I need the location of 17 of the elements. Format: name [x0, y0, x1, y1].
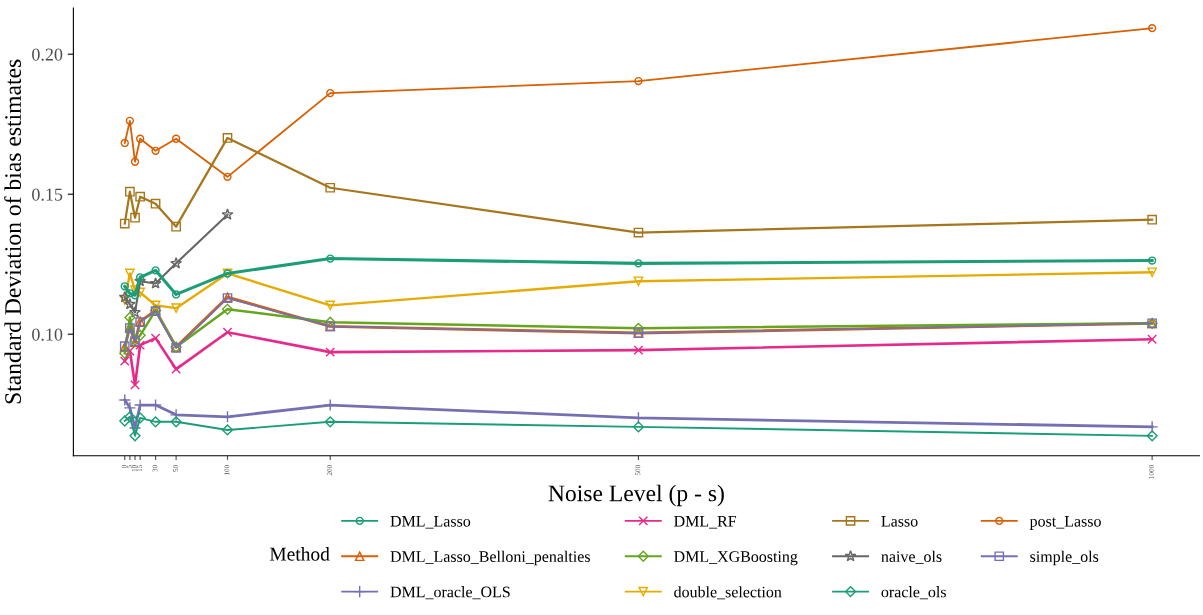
y-tick-label: 0.15 — [32, 188, 63, 201]
legend-label: DML_XGBoosting — [674, 551, 798, 566]
y-axis-title: Standard Deviation of bias estimates — [4, 59, 22, 404]
legend-title: Method — [269, 547, 330, 561]
legend-label: Lasso — [881, 516, 918, 527]
legend-label: DML_Lasso — [390, 516, 471, 529]
legend-label: DML_Lasso_Belloni_penalties — [390, 550, 590, 566]
y-tick-label: 0.20 — [32, 48, 63, 61]
legend-label: DML_oracle_OLS — [390, 586, 510, 600]
x-axis-title: Noise Level (p - s) — [548, 484, 724, 507]
legend-label: post_Lasso — [1029, 516, 1101, 530]
legend-label: DML_RF — [674, 516, 737, 529]
legend-label: naive_ols — [881, 550, 942, 564]
legend-label: oracle_ols — [881, 586, 946, 600]
legend-label: double_selection — [674, 586, 782, 600]
legend-label: simple_ols — [1030, 550, 1099, 566]
y-tick-label: 0.10 — [32, 328, 63, 341]
